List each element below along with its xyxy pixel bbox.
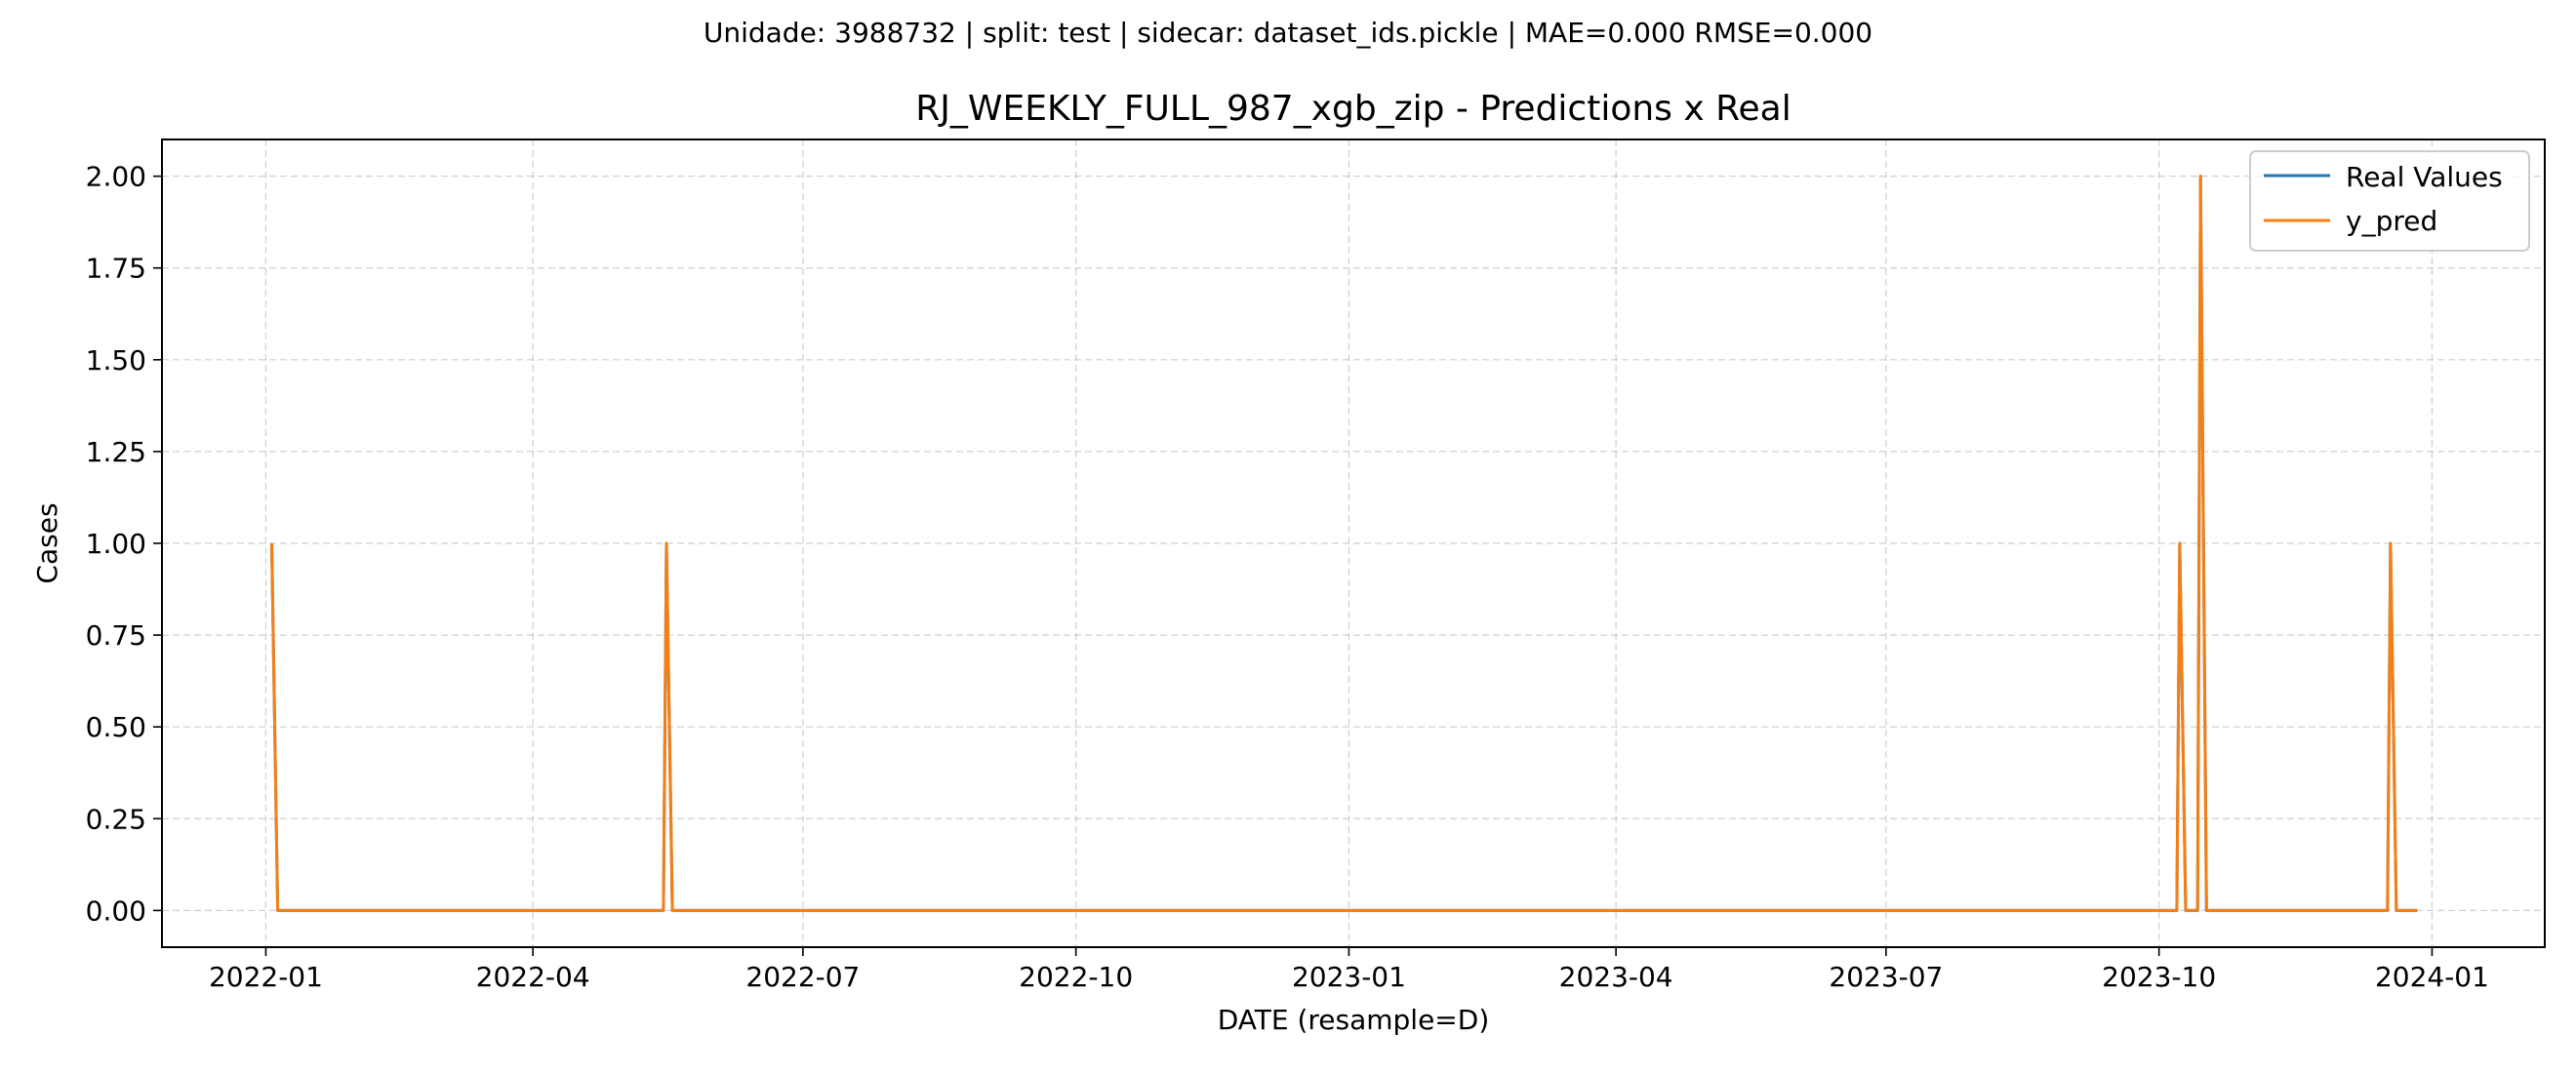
y-tick-label: 1.75	[86, 253, 146, 285]
x-tick-label: 2022-01	[209, 961, 323, 993]
figure-suptitle: Unidade: 3988732 | split: test | sidecar…	[704, 17, 1872, 49]
legend-label-y-pred: y_pred	[2346, 205, 2437, 237]
y-tick-label: 2.00	[86, 161, 146, 193]
x-tick-label: 2023-07	[1829, 961, 1943, 993]
chart-title: RJ_WEEKLY_FULL_987_xgb_zip - Predictions…	[915, 89, 1791, 129]
x-tick-label: 2024-01	[2375, 961, 2489, 993]
plot-lines	[270, 175, 2418, 912]
y-tick-label: 1.25	[86, 436, 146, 468]
x-tick-label: 2023-10	[2102, 961, 2216, 993]
y-tick-label: 1.00	[86, 528, 146, 560]
x-tick-label: 2022-10	[1019, 961, 1133, 993]
x-tick-label: 2022-04	[476, 961, 590, 993]
x-tick-label: 2023-04	[1559, 961, 1673, 993]
y-tick-label: 0.25	[86, 803, 146, 835]
y-tick-label: 0.00	[86, 894, 146, 927]
grid-lines	[162, 139, 2545, 947]
series-line-y-pred	[270, 175, 2418, 912]
x-tick-label: 2023-01	[1292, 961, 1406, 993]
legend-label-real-values: Real Values	[2346, 161, 2503, 193]
legend: Real Values y_pred	[2249, 150, 2530, 252]
x-axis-label: DATE (resample=D)	[1218, 1004, 1490, 1036]
y-tick-label: 1.50	[86, 344, 146, 377]
y-tick-label: 0.75	[86, 619, 146, 652]
y-axis-label: Cases	[31, 502, 63, 583]
y-tick-label: 0.50	[86, 711, 146, 743]
axis-ticks: 2022-01 2022-04 2022-07 2022-10 2023-01 2023-…	[86, 161, 2489, 993]
x-tick-label: 2022-07	[745, 961, 860, 993]
